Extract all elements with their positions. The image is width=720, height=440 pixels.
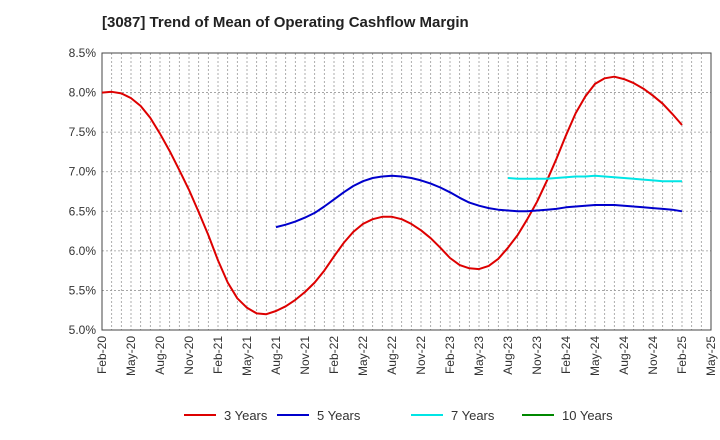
legend-label: 5 Years [317,408,361,423]
series-line-5-years [275,174,683,229]
legend: 3 Years 5 Years 7 Years 10 Years [184,408,613,423]
legend-label: 3 Years [224,408,268,423]
x-tick-label: May-24 [588,336,602,376]
x-tick-label: May-22 [356,336,370,376]
y-tick-label: 7.0% [69,165,97,179]
y-tick-label: 5.0% [69,323,97,337]
legend-label: 10 Years [562,408,613,423]
x-tick-label: May-23 [472,336,486,376]
x-tick-label: Feb-23 [443,336,457,374]
x-tick-label: Feb-24 [559,336,573,374]
x-tick-label: Nov-20 [182,336,196,375]
x-tick-label: Aug-21 [269,336,283,375]
x-tick-label: Feb-20 [95,336,109,374]
y-tick-label: 6.0% [69,244,97,258]
chart-title: [3087] Trend of Mean of Operating Cashfl… [102,14,469,31]
x-tick-label: Feb-21 [211,336,225,374]
x-tick-label: Aug-23 [501,336,515,375]
x-tick-label: May-21 [240,336,254,376]
plot-area [102,53,711,330]
x-tick-label: Nov-23 [530,336,544,375]
x-tick-label: Aug-20 [153,336,167,375]
x-tick-label: Aug-22 [385,336,399,375]
y-tick-label: 8.0% [69,86,97,100]
legend-label: 7 Years [451,408,495,423]
plot-border [101,52,712,331]
y-tick-label: 5.5% [69,283,97,297]
x-tick-label: May-25 [704,336,718,376]
x-tick-label: Nov-24 [646,336,660,375]
y-tick-label: 6.5% [69,204,97,218]
x-tick-label: Feb-22 [327,336,341,374]
y-tick-label: 7.5% [69,125,97,139]
x-tick-label: Aug-24 [617,336,631,375]
series-line-3-years [101,75,683,316]
x-tick-label: Nov-22 [414,336,428,375]
y-tick-label: 8.5% [69,46,97,60]
x-tick-label: Feb-25 [675,336,689,374]
series-line-7-years [507,174,682,183]
x-tick-label: May-20 [124,336,138,376]
x-tick-label: Nov-21 [298,336,312,375]
